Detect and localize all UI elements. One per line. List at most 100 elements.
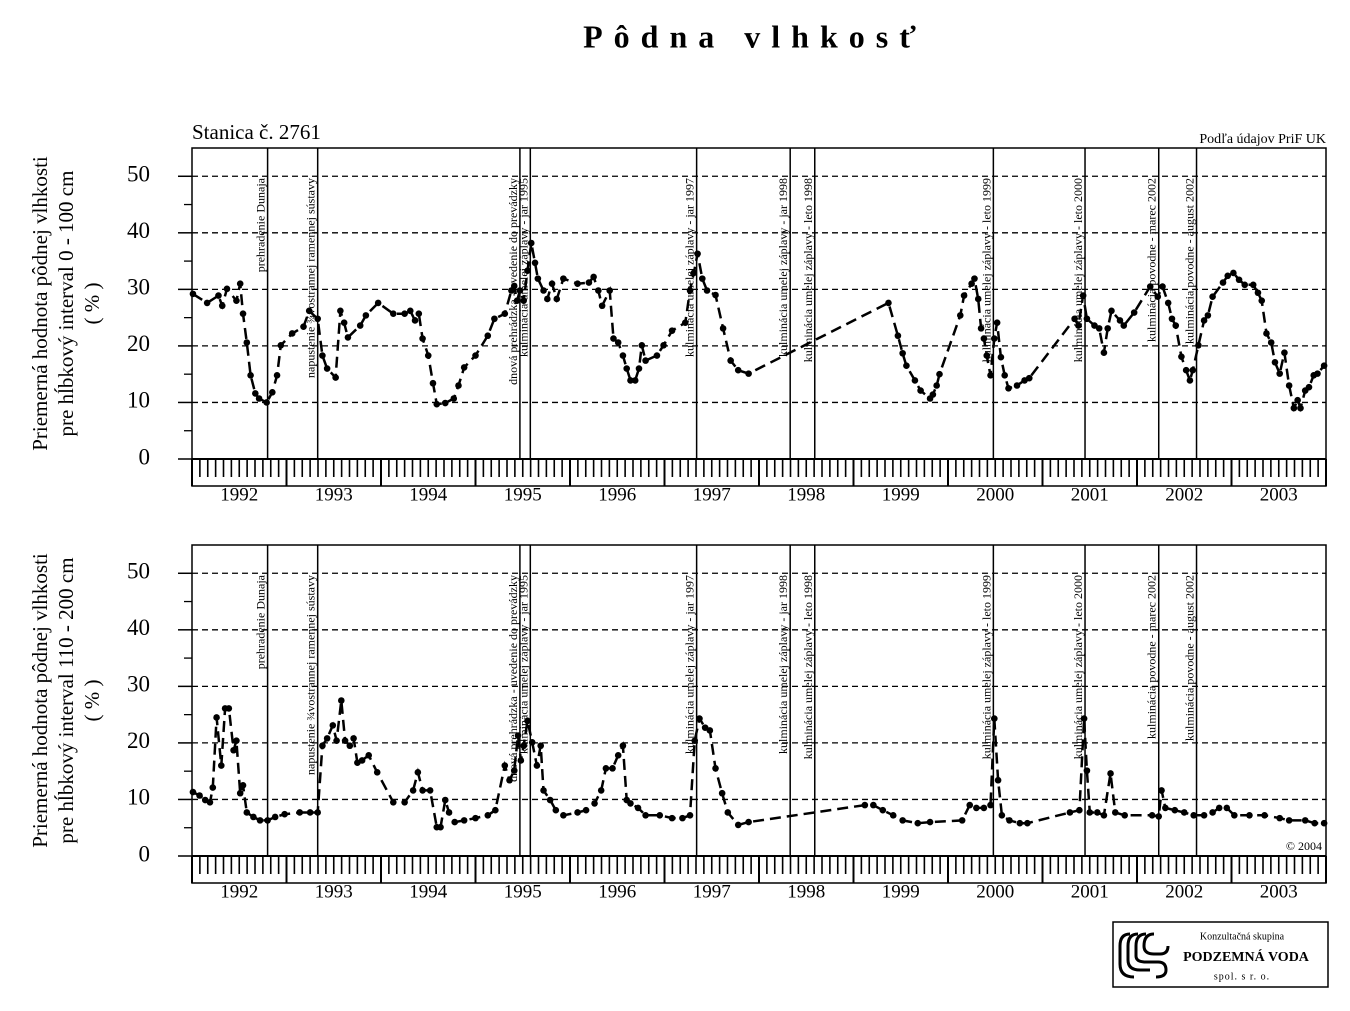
- x-tick-label: 1996: [598, 881, 636, 902]
- data-point: [694, 250, 701, 258]
- data-point: [679, 814, 686, 822]
- data-point: [987, 372, 994, 379]
- data-point: [230, 746, 237, 754]
- data-point: [861, 801, 869, 809]
- data-point: [516, 287, 524, 294]
- data-point: [1249, 281, 1257, 289]
- data-point: [706, 727, 714, 734]
- data-point: [332, 374, 339, 381]
- data-point: [206, 798, 214, 806]
- data-point: [273, 372, 281, 379]
- data-point: [696, 715, 703, 722]
- data-point: [544, 295, 551, 303]
- x-tick-label: 1994: [409, 484, 448, 505]
- y-tick-label: 10: [127, 388, 150, 413]
- data-point: [1263, 330, 1270, 337]
- data-point: [1271, 359, 1279, 366]
- data-point: [585, 279, 593, 286]
- data-point: [582, 806, 590, 814]
- data-point: [513, 297, 521, 304]
- data-point: [718, 789, 726, 797]
- data-point: [189, 290, 197, 298]
- x-tick-label: 2000: [976, 881, 1014, 902]
- data-point: [1290, 404, 1298, 412]
- data-point: [236, 280, 244, 288]
- data-point: [914, 819, 922, 827]
- data-point: [233, 297, 240, 304]
- data-point: [899, 817, 906, 824]
- data-point: [1314, 370, 1321, 377]
- y-tick-label: 30: [127, 275, 150, 300]
- data-point: [340, 319, 348, 327]
- subtitle: Stanica č. 2761: [192, 120, 321, 144]
- data-point: [319, 742, 326, 750]
- data-point: [501, 762, 509, 769]
- logo-text: Konzultačná skupina: [1200, 931, 1285, 942]
- data-point: [424, 352, 432, 359]
- data-point: [411, 317, 419, 324]
- data-point: [668, 814, 676, 822]
- data-point: [414, 769, 422, 776]
- data-point: [484, 811, 492, 819]
- data-point: [610, 335, 617, 342]
- data-point: [686, 287, 694, 294]
- event-label: kulminácia umelej záplavy - jar 1997: [683, 178, 697, 357]
- x-tick-label: 1997: [693, 484, 731, 505]
- x-tick-label: 1993: [315, 484, 353, 505]
- data-point: [560, 811, 567, 819]
- event-label: kulminácia umelej záplavy - jar 1997: [683, 575, 697, 754]
- series-line: [192, 242, 1326, 413]
- data-point: [441, 796, 449, 804]
- data-point: [501, 310, 509, 317]
- data-point: [574, 809, 581, 816]
- data-point: [1159, 283, 1166, 290]
- data-point: [668, 327, 676, 334]
- x-tick-label: 2001: [1071, 484, 1109, 505]
- source: Podľa údajov PriF UK: [1199, 132, 1326, 147]
- x-tick-label: 1997: [693, 881, 731, 902]
- y-tick-label: 50: [127, 162, 150, 187]
- event-label: kulminácia povodne - august 2002: [1183, 575, 1197, 741]
- data-point: [1215, 804, 1223, 812]
- x-tick-label: 2000: [976, 484, 1014, 505]
- data-point: [415, 310, 423, 317]
- copyright: © 2004: [1286, 839, 1322, 853]
- data-point: [631, 377, 639, 384]
- data-point: [1100, 811, 1108, 819]
- data-point: [255, 395, 263, 402]
- data-point: [619, 742, 627, 750]
- y-axis-label: Priemerná hodnota pôdnej vlhkosti: [28, 156, 52, 451]
- data-point: [635, 365, 643, 372]
- data-point: [1276, 370, 1283, 377]
- data-point: [703, 287, 711, 294]
- data-point: [288, 330, 296, 337]
- data-point: [358, 757, 366, 764]
- data-point: [374, 299, 382, 307]
- y-tick-label: 20: [127, 728, 150, 753]
- data-point: [296, 809, 304, 816]
- data-point: [991, 715, 998, 722]
- data-point: [314, 315, 321, 323]
- data-point: [314, 809, 321, 816]
- data-point: [426, 787, 434, 794]
- event-label: kulminácia umelej záplavy - jar 1998: [776, 178, 790, 357]
- data-point: [1200, 811, 1208, 819]
- data-point: [1016, 819, 1024, 827]
- data-point: [401, 798, 408, 806]
- data-point: [346, 742, 354, 750]
- x-tick-label: 1999: [882, 881, 920, 902]
- data-point: [933, 382, 940, 389]
- data-point: [218, 302, 226, 310]
- data-point: [1246, 811, 1253, 819]
- data-point: [987, 801, 994, 809]
- data-point: [1305, 383, 1313, 391]
- data-point: [300, 323, 307, 330]
- x-tick-label: 1999: [882, 484, 920, 505]
- data-point: [994, 776, 1002, 784]
- data-point: [362, 312, 370, 319]
- data-point: [634, 804, 642, 812]
- data-point: [341, 737, 349, 744]
- data-point: [203, 299, 211, 307]
- data-point: [548, 280, 556, 288]
- y-axis-label: ( % ): [80, 283, 104, 325]
